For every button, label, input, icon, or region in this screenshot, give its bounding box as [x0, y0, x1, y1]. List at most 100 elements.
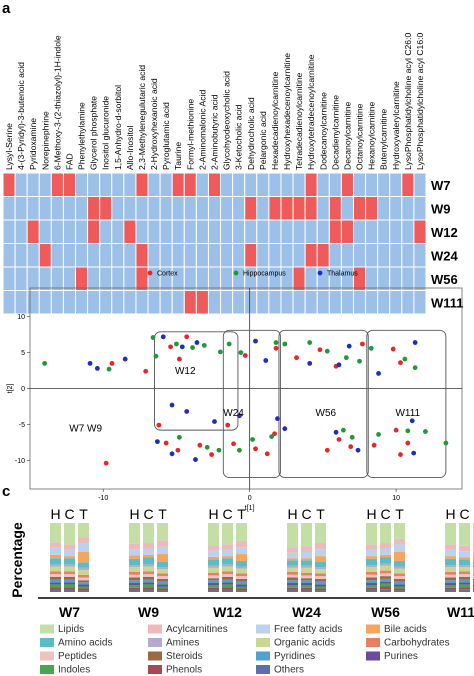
- bar-segment: [380, 589, 391, 592]
- bar-segment: [222, 576, 233, 580]
- bar-segment: [459, 587, 470, 590]
- bar-segment: [315, 576, 326, 579]
- heatmap-cell: [135, 172, 149, 197]
- bar-segment: [64, 556, 75, 559]
- heatmap-cell: [123, 266, 137, 291]
- scatter-point: [282, 426, 288, 432]
- bar-label: C: [143, 506, 153, 522]
- scatter-point: [294, 355, 299, 361]
- bar-segment: [366, 574, 377, 578]
- bar-segment: [445, 574, 456, 578]
- bar-segment: [208, 567, 219, 573]
- heatmap-cell: [389, 172, 403, 197]
- heatmap-cell: [26, 243, 40, 268]
- bar-segment: [222, 523, 233, 545]
- heatmap-cell: [256, 290, 270, 315]
- heatmap-cell: [377, 196, 391, 221]
- heatmap-cell: [123, 243, 137, 268]
- heatmap-cell: [316, 290, 330, 315]
- heatmap-cell: [14, 196, 28, 221]
- bar-segment: [394, 560, 405, 567]
- heatmap-cell: [147, 219, 161, 244]
- heatmap-cell: [38, 196, 52, 221]
- scatter-point: [87, 360, 93, 366]
- bar-segment: [394, 568, 405, 574]
- bar-segment: [459, 576, 470, 580]
- heatmap-cell: [413, 266, 427, 291]
- heatmap-cell: [413, 196, 427, 221]
- bar-label: H: [208, 506, 218, 522]
- heatmap-cell: [99, 219, 113, 244]
- bar-label: T: [79, 506, 88, 522]
- scatter-point: [204, 444, 210, 450]
- heatmap-cell: [304, 243, 318, 268]
- bar-segment: [366, 589, 377, 592]
- heatmap-column-label: Norepinephrine: [40, 111, 50, 170]
- bar-segment: [380, 576, 391, 579]
- heatmap-row-label: W9: [431, 201, 451, 216]
- bar-segment: [445, 585, 456, 588]
- bar-segment: [50, 576, 61, 580]
- heatmap-cell: [111, 243, 125, 268]
- bar-segment: [236, 581, 247, 585]
- heatmap-cell: [147, 243, 161, 268]
- bar-segment: [157, 569, 168, 574]
- bar-segment: [143, 564, 154, 567]
- group-label: W24: [223, 408, 244, 419]
- bar-segment: [157, 578, 168, 582]
- heatmap-cell: [280, 172, 294, 197]
- bar-segment: [445, 565, 456, 568]
- bar-segment: [222, 549, 233, 557]
- heatmap-cell: [38, 219, 52, 244]
- bar-segment: [78, 577, 89, 581]
- heatmap-cell: [292, 266, 306, 291]
- bar-segment: [366, 549, 377, 557]
- bar-segment: [78, 584, 89, 587]
- scatter-point: [237, 413, 242, 419]
- bar-segment: [222, 584, 233, 588]
- heatmap-cell: [340, 290, 354, 315]
- x-tick-label: 10: [392, 495, 400, 502]
- bar-segment: [315, 523, 326, 544]
- scatter-point: [250, 437, 255, 442]
- bar-segment: [50, 523, 61, 543]
- heatmap-cell: [75, 219, 89, 244]
- heatmap-cell: [304, 219, 318, 244]
- heatmap-cell: [280, 219, 294, 244]
- bar-segment: [236, 540, 247, 548]
- bar-segment: [459, 579, 470, 583]
- bar-segment: [208, 572, 219, 576]
- bar-segment: [129, 567, 140, 572]
- scatter-point: [201, 343, 207, 348]
- bar-segment: [315, 561, 326, 568]
- heatmap-cell: [256, 219, 270, 244]
- legend-marker: [233, 270, 239, 276]
- panel-label-a: a: [2, 0, 11, 17]
- heatmap-column-label: 1,5-Anhydro-d-sorbitol: [113, 85, 123, 170]
- heatmap-cell: [75, 196, 89, 221]
- bar-segment: [78, 551, 89, 563]
- heatmap-cell: [268, 219, 282, 244]
- legend-swatch: [40, 651, 54, 661]
- bar-segment: [366, 544, 377, 550]
- scatter-point: [398, 360, 403, 366]
- heatmap-cell: [171, 196, 185, 221]
- x-tick-label: 0: [248, 495, 252, 502]
- bar-segment: [143, 576, 154, 580]
- bar-segment: [459, 545, 470, 552]
- legend-marker: [317, 270, 323, 276]
- heatmap-column-label: 2-Aminobutyric acid: [210, 94, 220, 170]
- bar-segment: [459, 567, 470, 572]
- bar-segment: [380, 586, 391, 590]
- heatmap-cell: [292, 243, 306, 268]
- heatmap-cell: [377, 219, 391, 244]
- legend-swatch: [40, 624, 54, 634]
- group-label: W56: [371, 604, 400, 620]
- heatmap-cell: [38, 243, 52, 268]
- scatter-point: [150, 335, 156, 340]
- bar-segment: [380, 565, 391, 571]
- scatter-point: [193, 457, 198, 462]
- bar-segment: [208, 575, 219, 579]
- heatmap-cell: [304, 266, 318, 291]
- bar-segment: [78, 580, 89, 583]
